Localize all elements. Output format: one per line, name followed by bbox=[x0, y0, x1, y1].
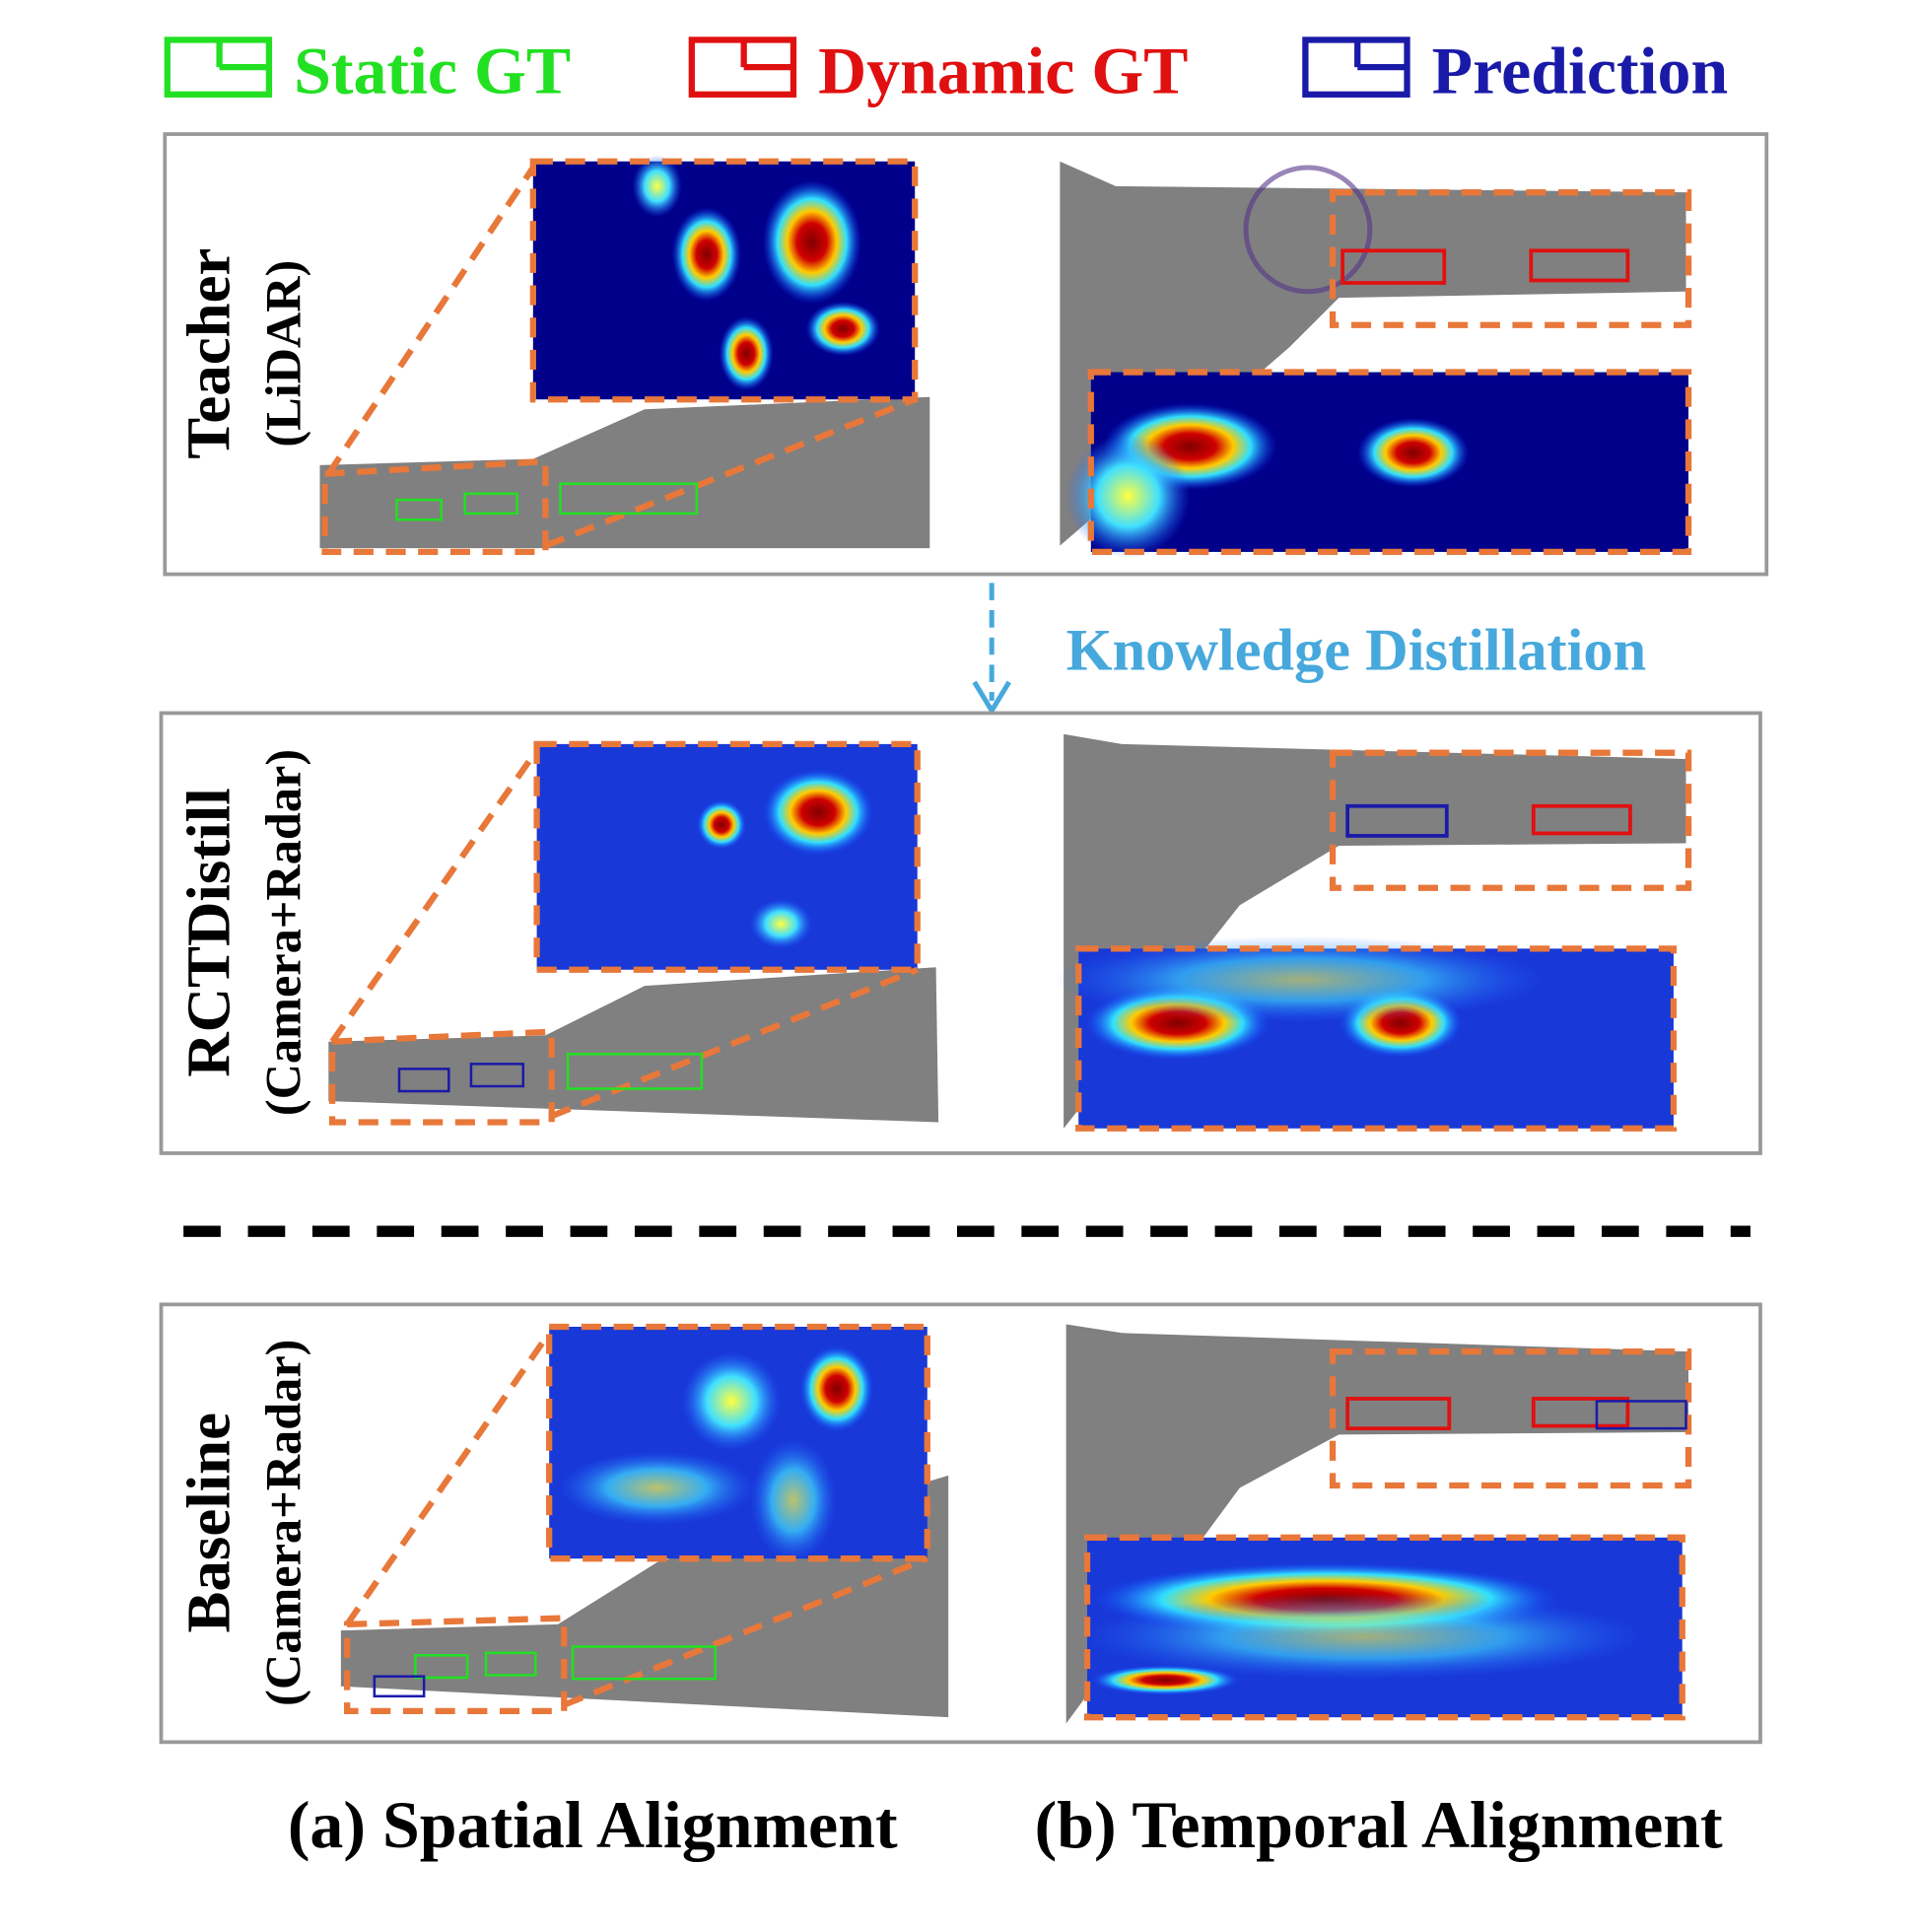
legend-label: Static GT bbox=[294, 34, 571, 108]
row-name: Baseline bbox=[174, 1413, 243, 1633]
panel bbox=[159, 711, 1762, 1155]
distill-temporal bbox=[1054, 733, 1692, 1132]
legend-label: Prediction bbox=[1432, 34, 1729, 108]
baseline-temporal bbox=[1065, 1324, 1692, 1724]
row-labels: Teacher (LiDAR)RCTDistill (Camera+Radar)Ba… bbox=[174, 248, 311, 1706]
panel bbox=[159, 1302, 1762, 1745]
row-name: RCTDistill bbox=[174, 788, 243, 1076]
teacher-spatial bbox=[319, 155, 930, 556]
legend: Static GT Dynamic GT Prediction bbox=[164, 34, 1729, 108]
teacher-temporal bbox=[1060, 161, 1692, 559]
arrow-head bbox=[972, 680, 1011, 716]
baseline-spatial bbox=[340, 1323, 949, 1718]
caption: (a) Spatial Alignment bbox=[288, 1787, 898, 1862]
row-name: Teacher bbox=[174, 248, 243, 459]
row-sub: (Camera+Radar) bbox=[255, 1340, 310, 1706]
legend-label: Dynamic GT bbox=[818, 34, 1188, 108]
arrow-label: Knowledge Distillation bbox=[1066, 617, 1647, 683]
panel bbox=[163, 132, 1769, 577]
distill-spatial bbox=[328, 740, 939, 1126]
row-sub: (Camera+Radar) bbox=[255, 749, 310, 1116]
caption: (b) Temporal Alignment bbox=[1035, 1787, 1723, 1862]
row-sub: (LiDAR) bbox=[255, 260, 310, 448]
